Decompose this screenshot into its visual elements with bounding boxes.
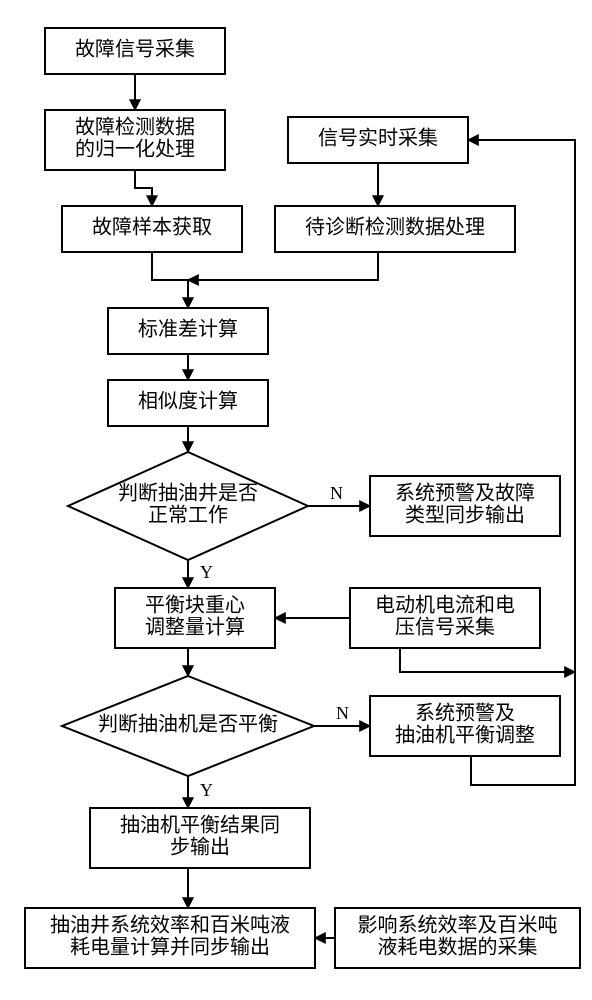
flowchart-node-n5: 待诊断检测数据处理 (275, 206, 515, 252)
flowchart-node-text: 影响系统效率及百米吨 (358, 914, 558, 937)
flowchart-node-text: 类型同步输出 (405, 504, 525, 527)
flowchart-edge-label: N (330, 483, 343, 503)
flowchart-node-text: 电动机电流和电 (375, 594, 515, 617)
flowchart-node-text: 抽油机平衡调整 (395, 724, 535, 747)
flowchart-node-n1: 故障信号采集 (45, 28, 225, 74)
flowchart-node-text: 故障样本获取 (92, 216, 212, 239)
flowchart-node-text: 判断抽油机是否平衡 (98, 713, 278, 736)
flowchart-node-text: 相似度计算 (138, 390, 238, 413)
flowchart-node-text: 待诊断检测数据处理 (305, 216, 485, 239)
flowchart-node-text: 耗电量计算并同步输出 (70, 936, 270, 959)
flowchart-node-n10: 平衡块重心调整量计算 (115, 588, 275, 648)
flowchart-node-text: 抽油井系统效率和百米吨液 (50, 914, 290, 937)
flowchart-node-text: 抽油机平衡结果同 (120, 814, 280, 837)
flowchart-node-text: 步输出 (170, 836, 230, 859)
flowchart-node-n9: 系统预警及故障类型同步输出 (370, 476, 560, 536)
flowchart-node-n13: 系统预警及抽油机平衡调整 (370, 696, 560, 756)
flowchart-node-text: 正常工作 (148, 504, 228, 527)
flowchart-edge-label: Y (200, 562, 213, 582)
flowchart-node-text: 压信号采集 (395, 616, 495, 639)
flowchart-edge-label: Y (200, 780, 213, 800)
flowchart-node-text: 故障信号采集 (75, 38, 195, 61)
flowchart-node-n6: 标准差计算 (108, 308, 268, 354)
flowchart-node-n2: 故障检测数据的归一化处理 (45, 110, 225, 170)
flowchart-node-n15: 抽油井系统效率和百米吨液耗电量计算并同步输出 (25, 908, 315, 968)
flowchart-node-n7: 相似度计算 (108, 380, 268, 426)
flowchart-node-text: 标准差计算 (138, 318, 238, 341)
flowchart-node-text: 信号实时采集 (318, 127, 438, 150)
flowchart-canvas: NYNY故障信号采集故障检测数据的归一化处理故障样本获取信号实时采集待诊断检测数… (0, 0, 592, 1000)
flowchart-node-text: 系统预警及 (415, 702, 515, 725)
flowchart-node-n11: 电动机电流和电压信号采集 (350, 588, 540, 648)
flowchart-edge-label: N (336, 703, 349, 723)
flowchart-node-text: 液耗电数据的采集 (378, 936, 538, 959)
flowchart-node-text: 系统预警及故障 (395, 482, 535, 505)
flowchart-node-text: 判断抽油井是否 (118, 482, 258, 505)
flowchart-node-text: 故障检测数据 (75, 116, 195, 139)
flowchart-node-n16: 影响系统效率及百米吨液耗电数据的采集 (335, 908, 580, 968)
flowchart-node-text: 的归一化处理 (75, 138, 195, 161)
flowchart-node-n3: 故障样本获取 (62, 206, 242, 252)
flowchart-node-text: 调整量计算 (145, 616, 245, 639)
flowchart-node-n14: 抽油机平衡结果同步输出 (90, 808, 310, 868)
flowchart-node-n4: 信号实时采集 (288, 117, 468, 163)
flowchart-node-text: 平衡块重心 (145, 594, 245, 617)
